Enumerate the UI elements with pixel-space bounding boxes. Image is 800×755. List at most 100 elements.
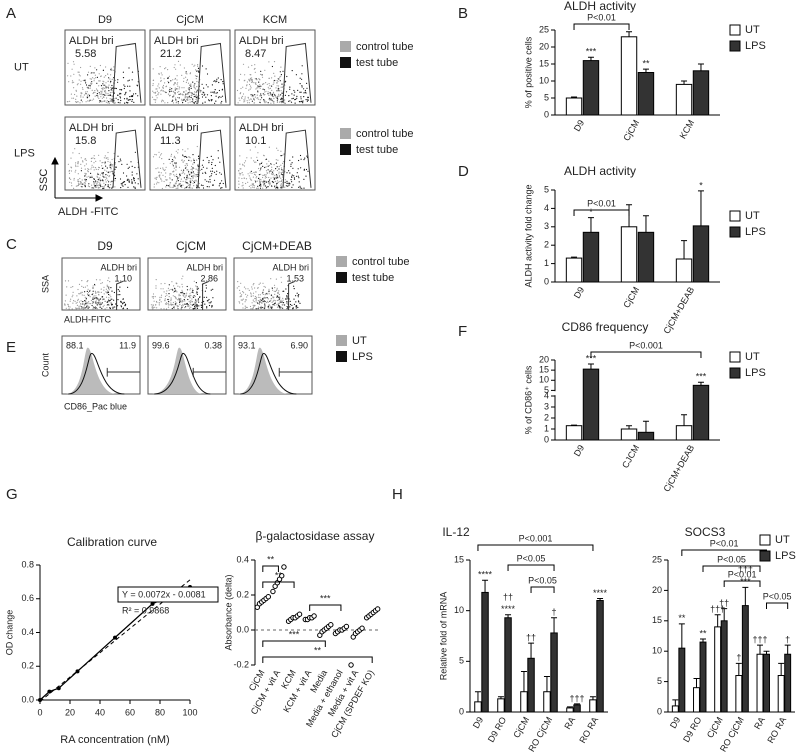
event-dot [176,75,178,77]
event-dot [190,92,192,94]
event-dot [174,303,176,305]
event-dot [252,299,254,301]
event-dot [78,79,80,81]
event-dot [277,181,280,183]
event-dot [257,90,259,92]
event-dot [257,287,259,289]
event-dot [171,159,174,161]
event-dot [120,187,122,189]
event-dot [190,291,192,293]
event-dot [100,288,102,290]
event-dot [259,184,261,186]
error-bar [742,586,749,606]
event-dot [72,286,74,288]
x-tick-label: CjCM+DEAB [661,443,696,493]
event-dot [201,168,203,170]
event-dot [178,297,180,299]
bar [582,368,600,441]
event-dot [127,178,129,180]
event-dot [162,87,164,89]
event-dot [259,84,261,86]
event-dot [192,177,194,179]
event-dot [86,293,89,295]
event-dot [173,174,175,176]
event-dot [106,301,108,303]
event-dot [155,279,157,281]
event-dot [262,291,264,293]
event-dot [177,299,179,301]
event-dot [168,293,170,295]
event-dot [119,93,121,95]
gate-label: ALDH bri [239,35,284,47]
event-dot [253,82,255,84]
event-dot [100,291,102,293]
y-tick-label: 0 [544,109,549,119]
event-dot [172,171,174,173]
event-dot [121,184,123,186]
event-dot [293,285,295,287]
error-bar [474,691,481,702]
event-dot [264,69,266,71]
event-dot [197,299,199,301]
event-dot [276,97,278,99]
event-dot [73,73,75,75]
legend-swatch [729,367,741,379]
event-dot [174,64,176,66]
event-dot [220,187,222,189]
event-dot [172,79,174,81]
event-dot [113,69,115,71]
gate-value: 15.8 [75,135,96,147]
event-dot [273,97,275,100]
event-dot [282,70,284,72]
event-dot [271,65,273,68]
event-dot [284,94,286,96]
event-dot [283,153,285,155]
event-dot [89,65,91,67]
event-dot [192,290,194,292]
event-dot [219,183,221,185]
event-dot [270,102,272,104]
bar [678,647,686,713]
event-dot [284,170,286,172]
event-dot [245,306,247,308]
event-dot [277,303,279,305]
event-dot [69,300,71,302]
event-dot [65,307,67,309]
event-dot [295,306,297,308]
event-dot [206,73,209,75]
event-dot [114,186,116,188]
event-dot [275,168,277,170]
event-dot [160,77,162,79]
event-dot [171,179,173,181]
event-dot [118,161,120,163]
event-dot [159,296,161,298]
significance: **** [501,604,516,614]
event-dot [158,171,160,173]
event-dot [137,183,139,185]
event-dot [95,307,97,309]
point [75,669,80,674]
event-dot [251,172,253,174]
event-dot [157,93,159,95]
event-dot [288,100,290,102]
event-dot [273,177,275,179]
event-dot [268,77,270,79]
event-dot [254,94,256,96]
event-dot [114,180,116,182]
column-header: KCM [263,14,287,26]
dot [265,594,272,600]
event-dot [220,102,222,104]
event-dot [80,167,83,169]
event-dot [189,289,191,291]
error-bar [566,706,573,708]
plot-frame [64,116,146,191]
event-dot [267,306,269,308]
event-dot [105,288,107,290]
event-dot [201,93,203,95]
event-dot [295,305,297,307]
event-dot [293,175,295,177]
event-dot [286,300,288,303]
event-dot [169,182,172,184]
event-dot [101,307,103,309]
event-dot [192,98,194,100]
